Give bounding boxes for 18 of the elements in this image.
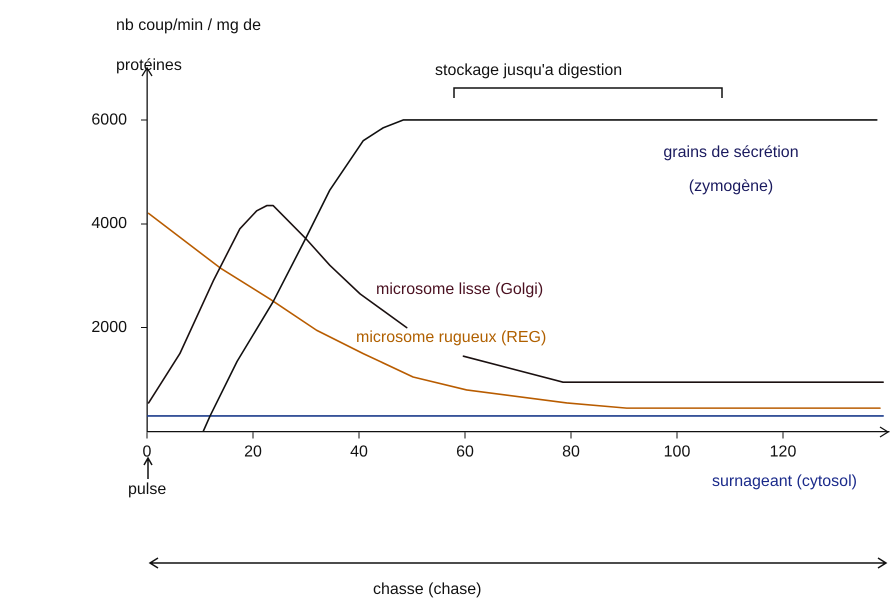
- text: pulse: [128, 481, 166, 499]
- y-tick-label: 6000: [91, 111, 128, 128]
- x-tick-label: 60: [456, 444, 474, 461]
- x-tick-label: 0: [142, 444, 152, 461]
- series-label: grains de sécrétion (zymogène): [662, 143, 800, 197]
- x-tick-label: 40: [350, 444, 368, 461]
- text: chasse (chase): [373, 581, 482, 599]
- x-tick-label: 100: [664, 444, 690, 461]
- text: nb coup/min / mg de protéines: [116, 17, 261, 74]
- y-tick-label: 2000: [91, 319, 128, 336]
- annotation: stockage jusqu'a digestion: [435, 62, 622, 80]
- x-tick-label: 80: [562, 444, 580, 461]
- x-tick-label: 120: [770, 444, 796, 461]
- x-tick-label: 20: [244, 444, 262, 461]
- text: surnageant (cytosol): [712, 473, 857, 491]
- series-label: microsome lisse (Golgi): [376, 281, 544, 299]
- series-label: microsome rugueux (REG): [356, 329, 546, 347]
- y-tick-label: 4000: [91, 215, 128, 232]
